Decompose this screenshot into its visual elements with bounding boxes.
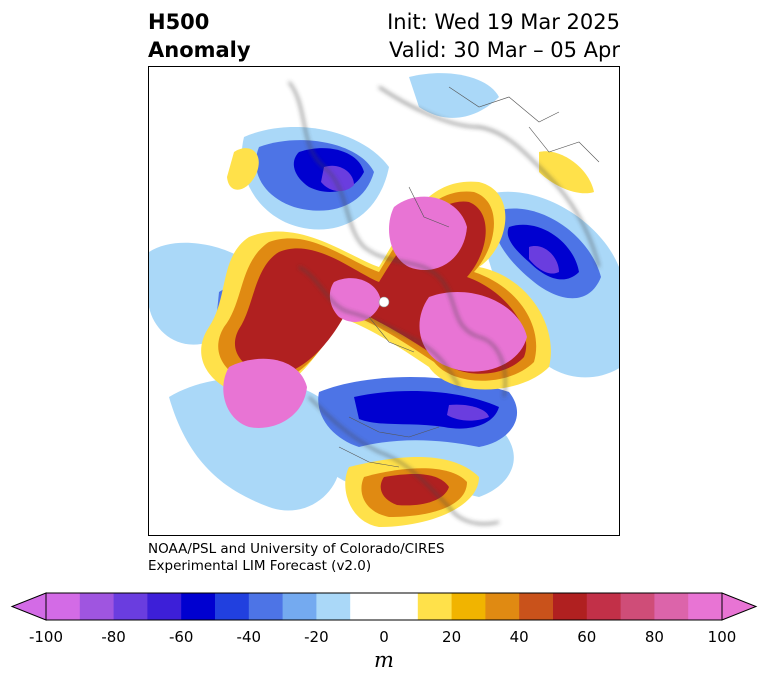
pole-marker	[378, 296, 390, 308]
credit: NOAA/PSL and University of Colorado/CIRE…	[148, 541, 445, 575]
title-type: Anomaly	[148, 38, 251, 62]
colorbar-tick-label: 0	[379, 628, 389, 646]
colorbar-cell	[620, 593, 655, 620]
colorbar-cell	[519, 593, 554, 620]
colorbar-cells	[46, 593, 723, 620]
colorbar-cell	[553, 593, 588, 620]
colorbar-cell	[282, 593, 317, 620]
colorbar-tick-label: 80	[644, 628, 664, 646]
colorbar-tick-label: -80	[101, 628, 126, 646]
colorbar-cell	[181, 593, 216, 620]
colorbar-cell	[350, 593, 385, 620]
anomaly-map-svg	[149, 73, 619, 527]
colorbar-cell	[316, 593, 351, 620]
colorbar-cell	[451, 593, 486, 620]
colorbar-cell	[654, 593, 689, 620]
colorbar-tick-label: -40	[236, 628, 262, 646]
colorbar-cell	[485, 593, 520, 620]
colorbar-cell	[215, 593, 250, 620]
colorbar-outline	[45, 592, 723, 621]
colorbar-tick-label: -100	[28, 628, 64, 646]
colorbar-cell	[147, 593, 182, 620]
colorbar-cell	[586, 593, 622, 620]
title-left: H500 Anomaly	[148, 8, 251, 64]
colorbar	[10, 592, 758, 621]
colorbar-tick-label: -60	[168, 628, 194, 646]
colorbar-cell	[417, 593, 453, 620]
colorbar-cell	[79, 593, 115, 620]
colorbar-cell	[46, 593, 81, 620]
credit-line-2: Experimental LIM Forecast (v2.0)	[148, 558, 372, 574]
colorbar-units: m	[374, 648, 394, 672]
colorbar-tick-label: 40	[509, 628, 529, 646]
coastlines	[288, 81, 600, 525]
positive-magenta	[223, 196, 527, 428]
colorbar-tick-label: -20	[304, 628, 329, 646]
title-variable: H500	[148, 10, 210, 34]
country-borders	[338, 86, 600, 468]
colorbar-cell	[113, 593, 148, 620]
valid-range: Valid: 30 Mar – 05 Apr	[389, 38, 620, 62]
colorbar-tick-label: 100	[707, 628, 737, 646]
colorbar-extend-low	[10, 592, 47, 621]
colorbar-extend-high	[721, 592, 758, 621]
credit-line-1: NOAA/PSL and University of Colorado/CIRE…	[148, 541, 445, 557]
title-right: Init: Wed 19 Mar 2025 Valid: 30 Mar – 05…	[387, 8, 620, 64]
colorbar-tick-label: 60	[577, 628, 597, 646]
init-date: Init: Wed 19 Mar 2025	[387, 10, 620, 34]
anomaly-map	[148, 66, 620, 536]
colorbar-cell	[248, 593, 284, 620]
colorbar-cell	[384, 593, 419, 620]
colorbar-cell	[688, 593, 723, 620]
colorbar-tick-label: 20	[442, 628, 462, 646]
